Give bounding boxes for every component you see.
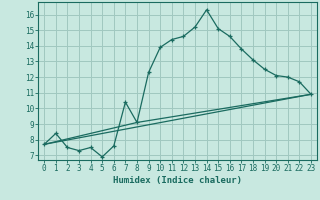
X-axis label: Humidex (Indice chaleur): Humidex (Indice chaleur) bbox=[113, 176, 242, 185]
